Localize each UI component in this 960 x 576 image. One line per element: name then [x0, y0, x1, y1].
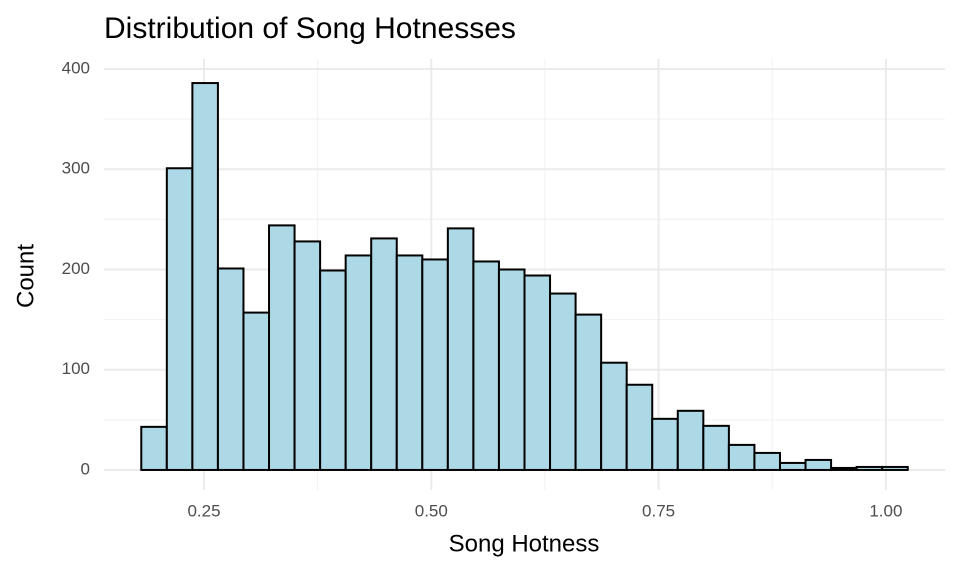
bar	[140, 425, 168, 471]
x-axis-label: Song Hotness	[449, 530, 600, 557]
bar	[778, 461, 807, 471]
bar	[676, 409, 705, 471]
bar	[830, 466, 858, 471]
bar	[497, 268, 526, 471]
bar	[191, 82, 219, 471]
bar	[472, 260, 500, 471]
bar	[165, 167, 194, 471]
bar	[702, 424, 730, 471]
bar	[727, 443, 756, 471]
bar	[216, 267, 245, 471]
x-tick-label: 0.50	[415, 501, 448, 520]
y-tick-label: 400	[62, 59, 90, 78]
bar	[651, 417, 679, 471]
bar	[421, 258, 449, 471]
y-tick-label: 0	[81, 459, 90, 478]
bar	[370, 237, 398, 471]
bar	[446, 227, 475, 471]
y-tick-label: 200	[62, 259, 90, 278]
bar	[344, 254, 373, 471]
bar	[242, 311, 271, 471]
y-tick-label: 100	[62, 359, 90, 378]
bar	[319, 269, 347, 471]
bar	[753, 451, 781, 471]
bar	[268, 224, 296, 471]
bar	[523, 274, 552, 471]
bar	[293, 240, 322, 471]
x-tick-label: 0.25	[187, 501, 220, 520]
y-axis-label: Count	[12, 244, 39, 308]
bar	[395, 254, 424, 471]
bar	[574, 313, 603, 471]
bar	[549, 292, 577, 471]
bar	[881, 465, 909, 471]
bar	[625, 383, 654, 471]
y-tick-label: 300	[62, 159, 90, 178]
x-tick-label: 1.00	[869, 501, 902, 520]
bar	[855, 465, 884, 471]
chart-title: Distribution of Song Hotnesses	[104, 12, 516, 45]
bar	[600, 361, 628, 471]
bar	[804, 458, 833, 471]
x-tick-label: 0.75	[642, 501, 675, 520]
